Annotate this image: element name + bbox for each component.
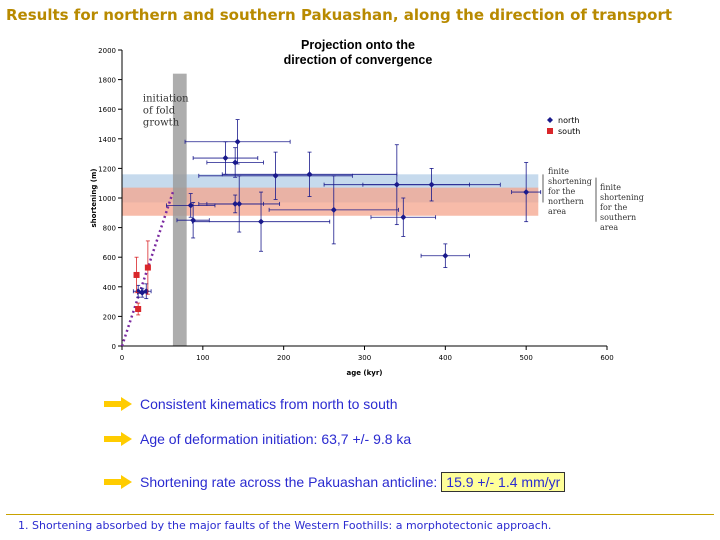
north-point bbox=[523, 189, 530, 196]
y-tick-label: 2000 bbox=[98, 47, 116, 55]
footer-note: 1. Shortening absorbed by the major faul… bbox=[18, 519, 552, 532]
band-north-label: finite bbox=[548, 167, 569, 176]
north-point bbox=[222, 155, 229, 162]
north-point bbox=[428, 181, 435, 188]
north-point bbox=[236, 200, 243, 207]
x-tick-label: 200 bbox=[277, 354, 290, 362]
arrow-right-icon bbox=[104, 475, 132, 489]
footer-divider bbox=[6, 514, 714, 515]
fold-growth-label: growth bbox=[143, 118, 180, 129]
y-tick-label: 600 bbox=[103, 254, 116, 262]
north-point bbox=[258, 218, 265, 225]
y-tick-label: 1600 bbox=[98, 106, 116, 114]
y-tick-label: 400 bbox=[103, 284, 116, 292]
bullet-2: Age of deformation initiation: 63,7 +/- … bbox=[104, 429, 411, 449]
shortening-rate-highlight: 15.9 +/- 1.4 mm/yr bbox=[441, 472, 566, 492]
bullet-1-text: Consistent kinematics from north to sout… bbox=[140, 396, 398, 412]
x-tick-label: 100 bbox=[196, 354, 209, 362]
fold-growth-bar bbox=[172, 73, 187, 347]
band-north-label: area bbox=[548, 207, 566, 216]
y-axis-label: shortening (m) bbox=[90, 168, 98, 227]
band-south-label: shortening bbox=[600, 193, 644, 202]
fold-growth-label: initiation bbox=[143, 94, 189, 105]
north-point bbox=[234, 138, 241, 145]
south-point bbox=[144, 264, 151, 271]
band-south-label: area bbox=[600, 223, 618, 232]
y-tick-label: 1400 bbox=[98, 136, 116, 144]
band-south-label: for the bbox=[600, 203, 628, 212]
y-tick-label: 200 bbox=[103, 313, 116, 321]
legend-north-label: north bbox=[558, 116, 579, 125]
north-point bbox=[400, 214, 407, 221]
legend-south-marker bbox=[547, 128, 553, 134]
legend-north-marker bbox=[547, 117, 553, 123]
arrow-right-icon bbox=[104, 432, 132, 446]
y-tick-label: 1200 bbox=[98, 165, 116, 173]
band-south-label: southern bbox=[600, 213, 636, 222]
band-north-label: northern bbox=[548, 197, 584, 206]
chart-title: Projection onto the bbox=[301, 38, 415, 52]
north-point bbox=[442, 252, 449, 259]
x-tick-label: 300 bbox=[358, 354, 371, 362]
north-point bbox=[306, 171, 313, 178]
x-tick-label: 0 bbox=[120, 354, 124, 362]
bullet-3-text: Shortening rate across the Pakuashan ant… bbox=[140, 474, 438, 490]
bullet-2-text: Age of deformation initiation: 63,7 +/- … bbox=[140, 431, 412, 447]
y-tick-label: 0 bbox=[112, 343, 116, 351]
x-tick-label: 400 bbox=[439, 354, 452, 362]
band-north-label: for the bbox=[548, 187, 576, 196]
bullet-1: Consistent kinematics from north to sout… bbox=[104, 394, 398, 414]
band-south-label: finite bbox=[600, 183, 621, 192]
y-tick-label: 800 bbox=[103, 225, 116, 233]
x-tick-label: 600 bbox=[600, 354, 613, 362]
south-point bbox=[133, 271, 140, 278]
legend-south-label: south bbox=[558, 127, 580, 136]
x-axis-label: age (kyr) bbox=[347, 369, 383, 377]
y-tick-label: 1800 bbox=[98, 77, 116, 85]
slide-title: Results for northern and southern Pakuas… bbox=[6, 6, 673, 24]
band-north-label: shortening bbox=[548, 177, 592, 186]
south-point bbox=[135, 306, 142, 312]
arrow-right-icon bbox=[104, 397, 132, 411]
bullet-3: Shortening rate across the Pakuashan ant… bbox=[104, 472, 566, 492]
chart-title: direction of convergence bbox=[284, 53, 433, 67]
north-point bbox=[187, 202, 194, 209]
band-southern-area bbox=[122, 187, 539, 216]
x-tick-label: 500 bbox=[519, 354, 532, 362]
north-point bbox=[190, 217, 197, 224]
fold-growth-label: of fold bbox=[143, 106, 176, 117]
y-tick-label: 1000 bbox=[98, 195, 116, 203]
north-point bbox=[330, 206, 337, 213]
